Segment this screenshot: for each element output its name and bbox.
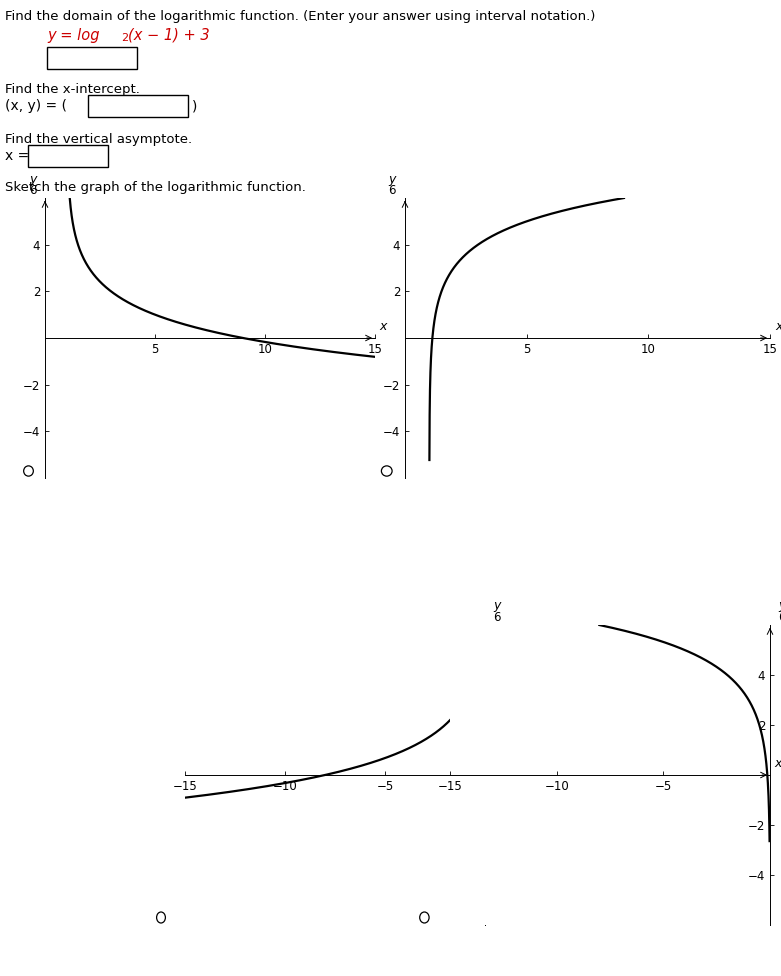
Text: y: y: [29, 174, 36, 186]
Text: 6: 6: [388, 183, 395, 197]
Text: x: x: [775, 320, 781, 334]
Text: x =: x =: [5, 149, 29, 163]
Bar: [47, 47, 137, 69]
Text: x: x: [380, 320, 387, 334]
Text: (x, y) = (: (x, y) = (: [5, 99, 67, 113]
Text: Find the domain of the logarithmic function. (Enter your answer using interval n: Find the domain of the logarithmic funct…: [5, 10, 595, 23]
Text: 6: 6: [29, 183, 36, 197]
Text: (x − 1) + 3: (x − 1) + 3: [128, 28, 209, 43]
Text: Find the x-intercept.: Find the x-intercept.: [5, 83, 140, 96]
Text: Find the vertical asymptote.: Find the vertical asymptote.: [5, 133, 192, 146]
Text: 6: 6: [779, 611, 781, 624]
Text: y: y: [779, 599, 781, 613]
Text: y = log: y = log: [47, 28, 99, 43]
Text: 2: 2: [121, 33, 128, 43]
Text: y: y: [388, 174, 395, 186]
Bar: [28, 145, 108, 167]
Text: ): ): [192, 99, 198, 113]
Text: 6: 6: [493, 611, 501, 624]
Text: x: x: [774, 757, 781, 770]
Text: x: x: [489, 757, 497, 770]
Bar: [88, 95, 188, 117]
Text: y: y: [493, 599, 501, 613]
Text: Sketch the graph of the logarithmic function.: Sketch the graph of the logarithmic func…: [5, 181, 306, 194]
